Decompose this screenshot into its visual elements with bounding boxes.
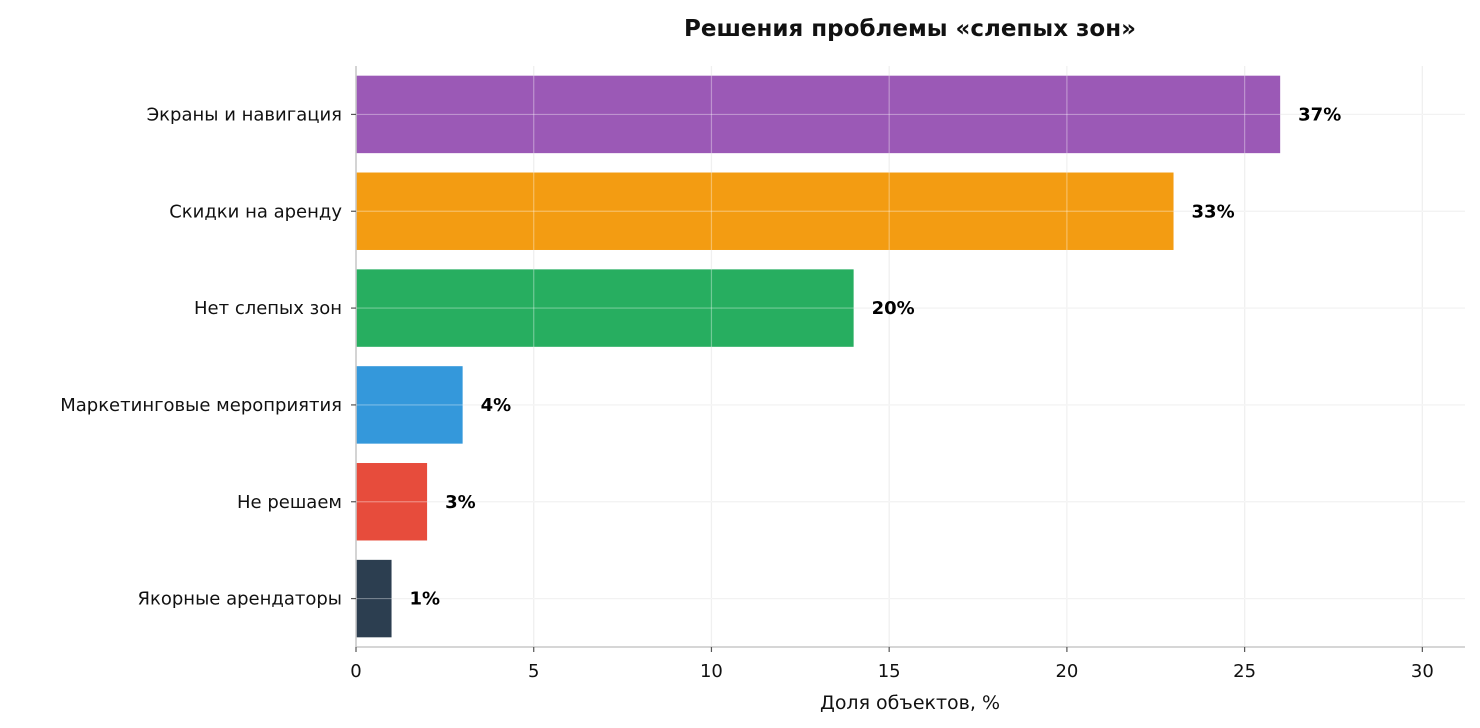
category-label: Экраны и навигация — [147, 104, 342, 125]
gridlines-overlay — [355, 66, 1465, 647]
bar — [356, 172, 1174, 250]
chart-title: Решения проблемы «слепых зон» — [684, 16, 1136, 42]
category-label: Нет слепых зон — [194, 298, 342, 319]
category-label: Не решаем — [237, 492, 342, 513]
value-label: 37% — [1298, 104, 1341, 125]
axes — [351, 66, 1465, 652]
bar — [356, 559, 392, 638]
x-tick-label: 20 — [1055, 661, 1078, 682]
x-tick-label: 30 — [1411, 661, 1434, 682]
value-label: 3% — [445, 492, 476, 513]
value-labels: 37% 33% 20% 4% 3% 1% — [410, 104, 1342, 609]
category-label: Скидки на аренду — [169, 201, 342, 222]
value-label: 33% — [1192, 201, 1235, 222]
x-tick-label: 10 — [700, 661, 723, 682]
bar — [356, 75, 1281, 154]
x-tick-labels: 0 5 10 15 20 25 30 — [350, 661, 1434, 682]
value-label: 20% — [872, 298, 915, 319]
value-label: 1% — [410, 589, 441, 610]
bar — [356, 269, 854, 347]
x-tick-label: 0 — [350, 661, 361, 682]
bar — [356, 366, 463, 444]
bars — [356, 75, 1281, 638]
x-tick-label: 5 — [528, 661, 539, 682]
category-label: Маркетинговые мероприятия — [60, 395, 342, 416]
x-tick-label: 15 — [878, 661, 901, 682]
category-label: Якорные арендаторы — [137, 589, 342, 610]
x-axis-title: Доля объектов, % — [820, 692, 1000, 714]
value-label: 4% — [481, 395, 512, 416]
category-labels: Экраны и навигация Скидки на аренду Нет сл… — [60, 104, 342, 609]
bar — [356, 463, 428, 541]
x-tick-label: 25 — [1233, 661, 1256, 682]
